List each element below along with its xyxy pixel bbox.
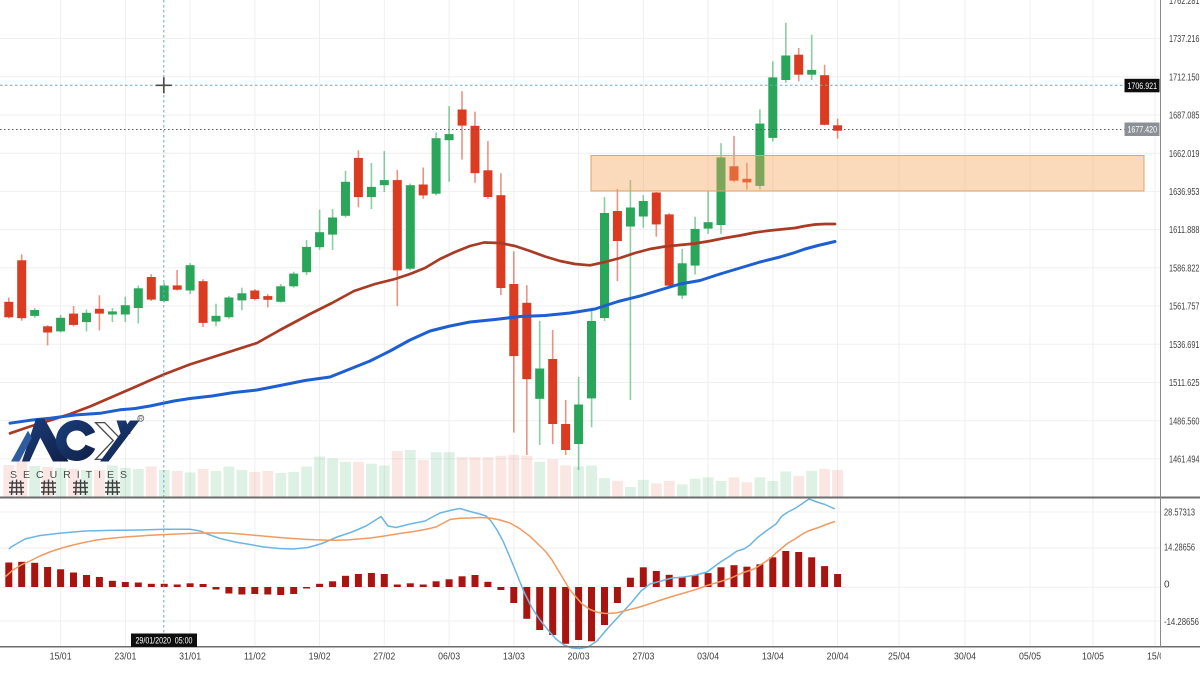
svg-text:20/04: 20/04 — [827, 652, 849, 663]
svg-text:11/02: 11/02 — [244, 652, 266, 663]
svg-text:06/03: 06/03 — [438, 652, 460, 663]
svg-text:1511.625: 1511.625 — [1169, 378, 1200, 389]
svg-text:1687.085: 1687.085 — [1169, 111, 1200, 122]
svg-text:19/02: 19/02 — [309, 652, 331, 663]
svg-text:23/01: 23/01 — [114, 652, 136, 663]
svg-text:27/03: 27/03 — [632, 652, 654, 663]
svg-text:20/03: 20/03 — [568, 652, 590, 663]
svg-text:15/05: 15/05 — [1147, 652, 1169, 663]
svg-text:14.28656: 14.28656 — [1164, 543, 1195, 554]
svg-text:1461.494: 1461.494 — [1169, 455, 1200, 466]
svg-text:03/04: 03/04 — [697, 652, 719, 663]
svg-text:1712.150: 1712.150 — [1169, 72, 1200, 83]
svg-text:05/05: 05/05 — [1019, 652, 1041, 663]
svg-text:-14.28656: -14.28656 — [1164, 617, 1199, 628]
svg-text:13/03: 13/03 — [503, 652, 525, 663]
svg-text:1662.019: 1662.019 — [1169, 149, 1200, 160]
svg-text:1486.560: 1486.560 — [1169, 416, 1200, 427]
svg-text:1561.757: 1561.757 — [1169, 302, 1200, 313]
svg-text:30/04: 30/04 — [954, 652, 976, 663]
svg-text:15/01: 15/01 — [50, 652, 72, 663]
svg-text:R: R — [139, 416, 143, 422]
svg-text:10/05: 10/05 — [1082, 652, 1104, 663]
svg-text:25/04: 25/04 — [888, 652, 910, 663]
svg-text:0: 0 — [1164, 579, 1170, 590]
svg-text:28.57313: 28.57313 — [1164, 508, 1195, 519]
svg-text:29/01/2020 05:00: 29/01/2020 05:00 — [136, 636, 193, 646]
svg-text:1706.921: 1706.921 — [1128, 81, 1158, 92]
svg-text:31/01: 31/01 — [179, 652, 201, 663]
svg-text:1536.691: 1536.691 — [1169, 340, 1200, 351]
svg-text:1636.953: 1636.953 — [1169, 187, 1200, 198]
svg-text:13/04: 13/04 — [762, 652, 784, 663]
svg-text:1611.888: 1611.888 — [1169, 225, 1200, 236]
svg-text:1762.281: 1762.281 — [1169, 0, 1200, 7]
svg-text:27/02: 27/02 — [373, 652, 395, 663]
svg-text:1677.420: 1677.420 — [1128, 125, 1158, 136]
svg-text:SECURITIES: SECURITIES — [10, 469, 133, 481]
svg-text:1737.216: 1737.216 — [1169, 34, 1200, 45]
svg-text:1586.822: 1586.822 — [1169, 263, 1200, 274]
